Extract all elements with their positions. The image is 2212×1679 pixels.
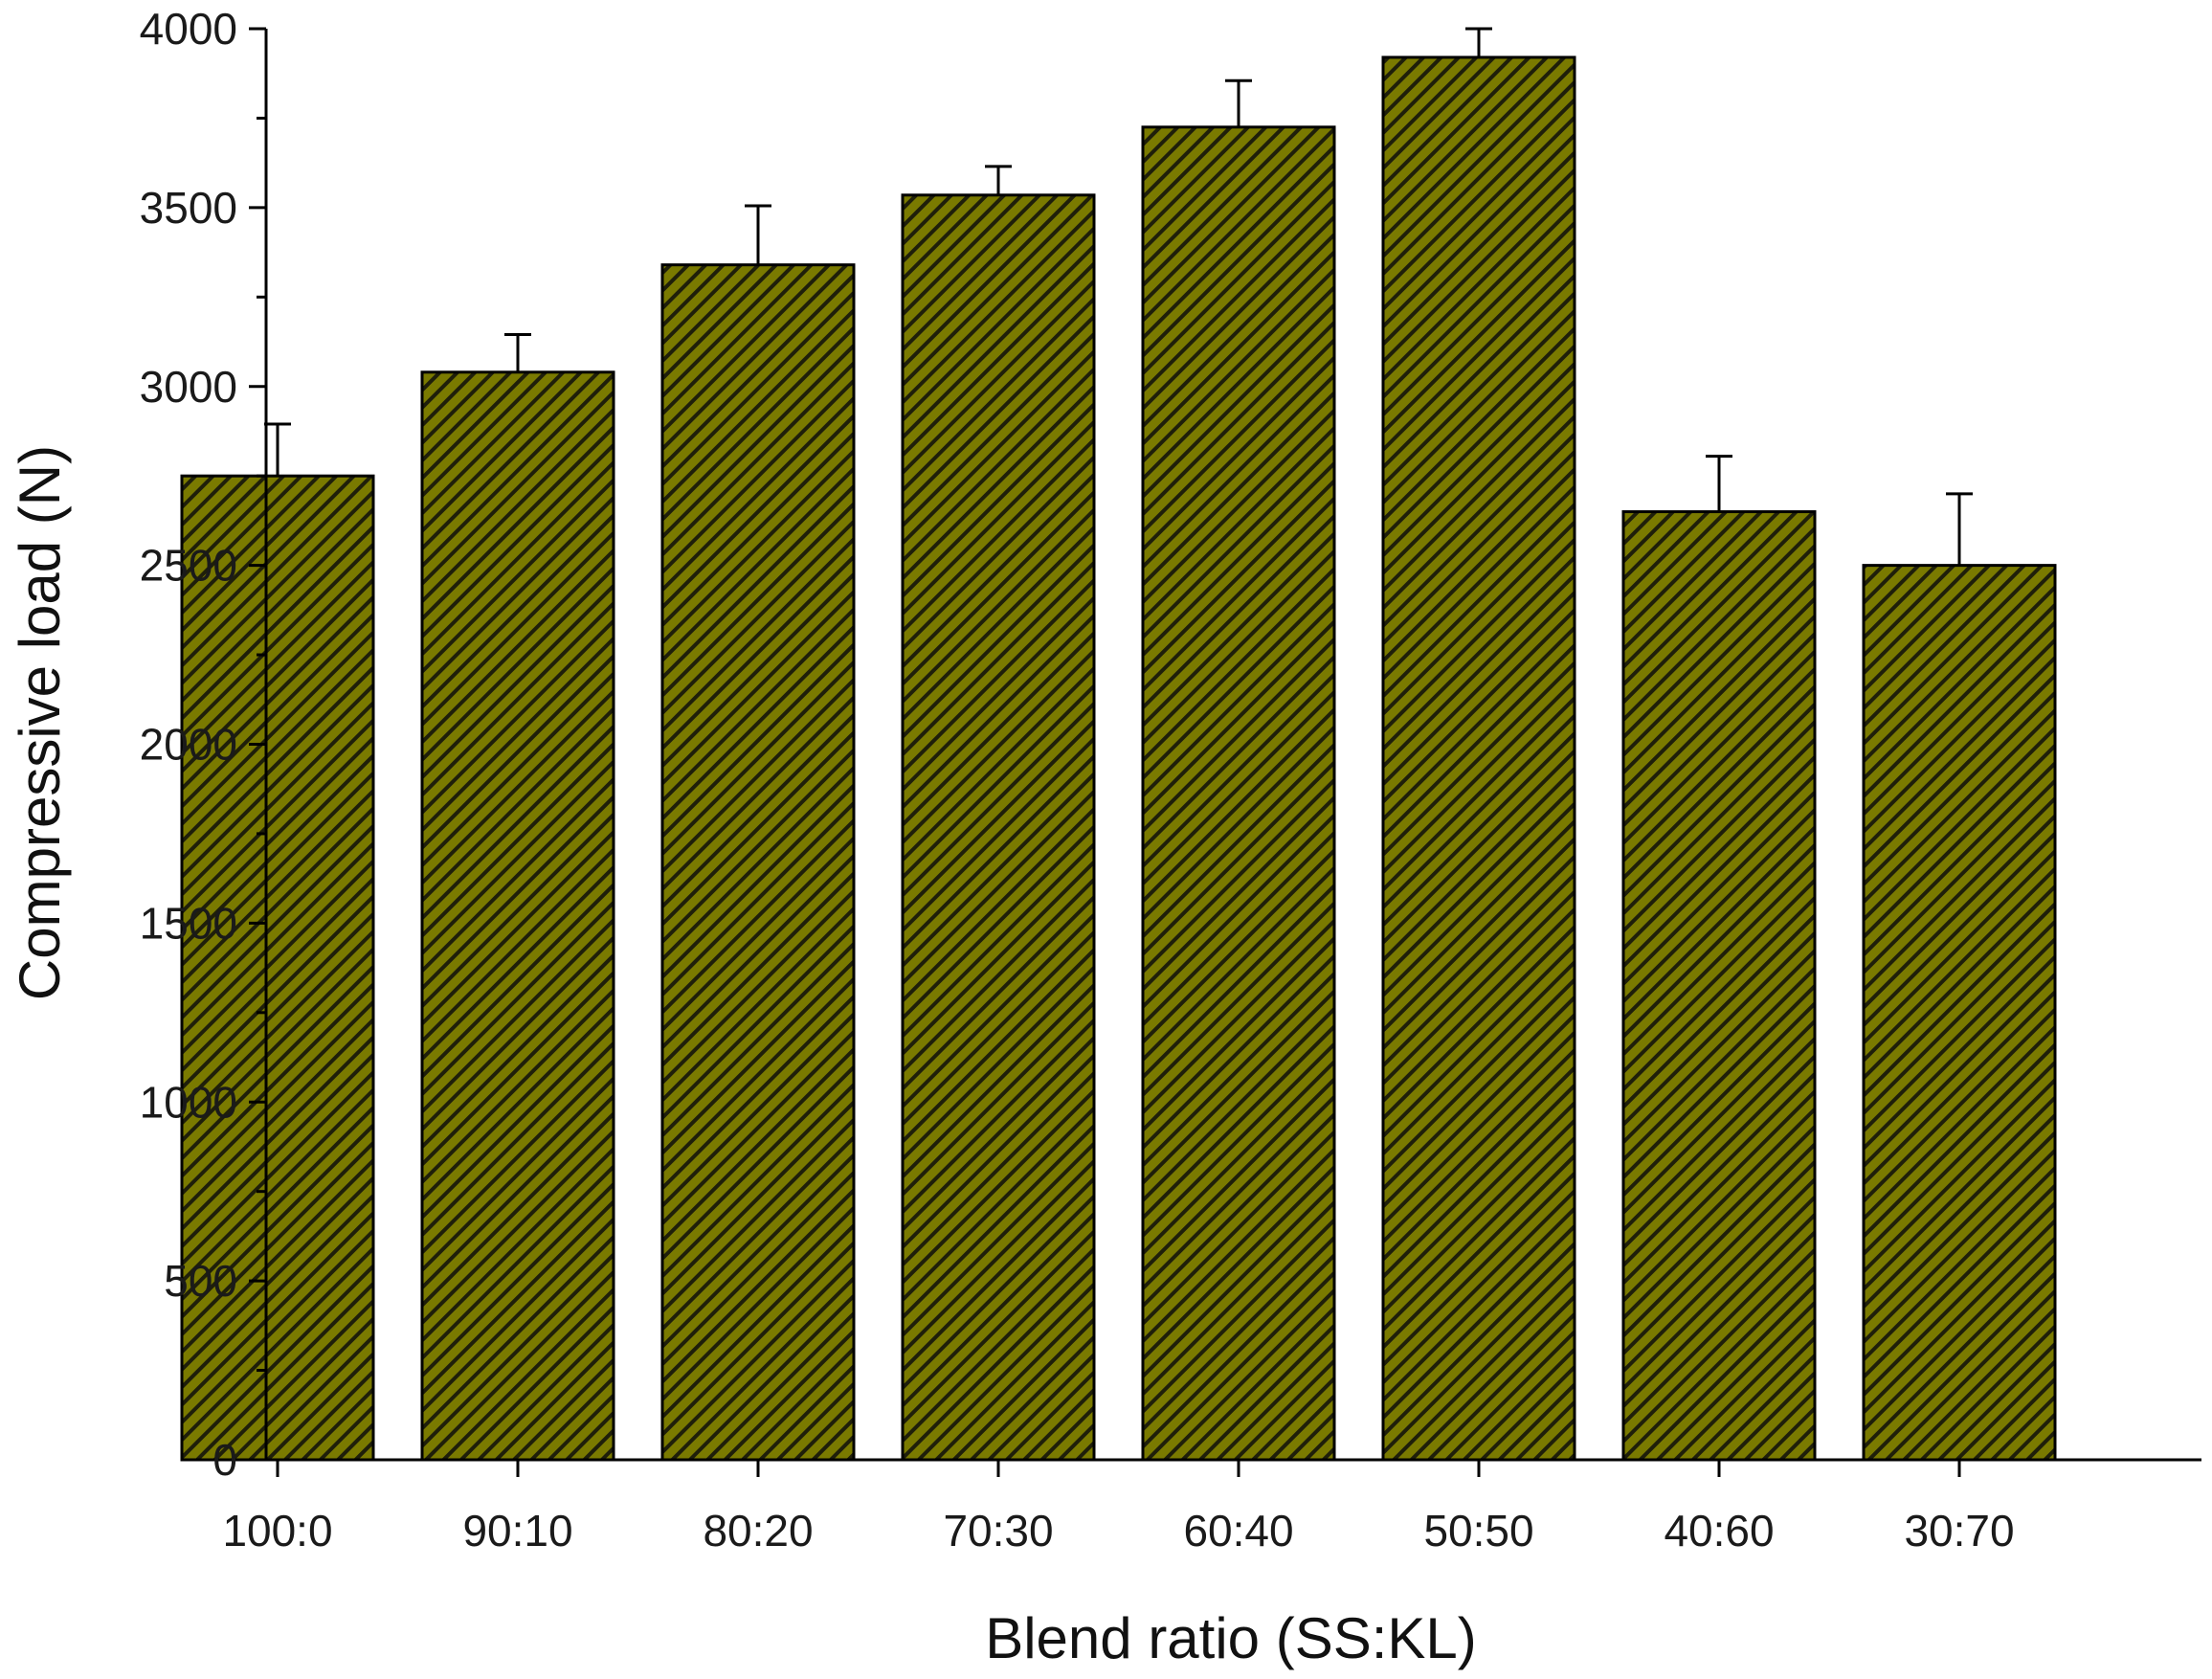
bar-40-60 xyxy=(1621,510,1817,1462)
x-tick-label: 100:0 xyxy=(222,1506,332,1556)
x-tick-label: 70:30 xyxy=(943,1506,1053,1556)
x-tick-label: 80:20 xyxy=(703,1506,813,1556)
bar-70-30 xyxy=(901,193,1096,1462)
bar-30-70 xyxy=(1862,564,2057,1462)
bar-50-50 xyxy=(1381,56,1576,1462)
x-tick-label: 40:60 xyxy=(1664,1506,1774,1556)
y-tick-label: 0 xyxy=(212,1435,237,1485)
y-tick-label: 1500 xyxy=(140,898,237,948)
error-bars-layer xyxy=(264,27,1973,566)
y-axis-title: Compressive load (N) xyxy=(8,445,72,1000)
y-axis-ticks: 0 500 1000 1500 2000 2500 3000 3500 4000 xyxy=(140,4,266,1485)
x-tick-label: 60:40 xyxy=(1183,1506,1293,1556)
bar-90-10 xyxy=(420,370,615,1462)
bar-100-0 xyxy=(180,474,375,1462)
bars-layer xyxy=(180,56,2057,1462)
bar-60-40 xyxy=(1141,125,1336,1462)
x-tick-label: 30:70 xyxy=(1904,1506,2014,1556)
bar-80-20 xyxy=(660,263,856,1462)
y-tick-label: 500 xyxy=(164,1256,237,1306)
y-tick-label: 4000 xyxy=(140,4,237,54)
x-tick-label: 50:50 xyxy=(1423,1506,1533,1556)
y-tick-label: 3000 xyxy=(140,362,237,412)
y-tick-label: 3500 xyxy=(140,183,237,233)
y-tick-label: 2000 xyxy=(140,720,237,770)
y-tick-label: 1000 xyxy=(140,1077,237,1127)
x-tick-label: 90:10 xyxy=(462,1506,572,1556)
y-tick-label: 2500 xyxy=(140,541,237,591)
x-axis-title: Blend ratio (SS:KL) xyxy=(985,1606,1477,1670)
x-axis-ticks: 100:0 90:10 80:20 70:30 60:40 50:50 40:60 30:70 xyxy=(222,1460,2015,1556)
